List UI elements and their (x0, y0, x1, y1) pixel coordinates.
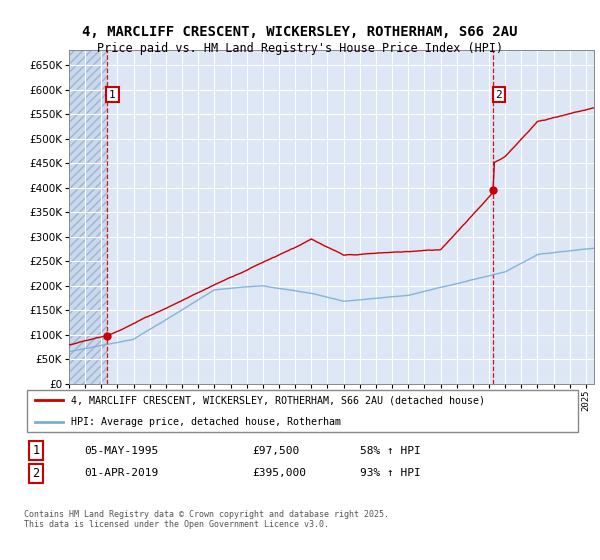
Text: 1: 1 (32, 444, 40, 458)
Text: 1: 1 (109, 90, 116, 100)
Text: 2: 2 (496, 90, 502, 100)
Text: 93% ↑ HPI: 93% ↑ HPI (360, 468, 421, 478)
Text: 01-APR-2019: 01-APR-2019 (84, 468, 158, 478)
Text: Price paid vs. HM Land Registry's House Price Index (HPI): Price paid vs. HM Land Registry's House … (97, 42, 503, 55)
Text: £97,500: £97,500 (252, 446, 299, 456)
Text: £395,000: £395,000 (252, 468, 306, 478)
Text: 4, MARCLIFF CRESCENT, WICKERSLEY, ROTHERHAM, S66 2AU: 4, MARCLIFF CRESCENT, WICKERSLEY, ROTHER… (82, 25, 518, 39)
Text: 4, MARCLIFF CRESCENT, WICKERSLEY, ROTHERHAM, S66 2AU (detached house): 4, MARCLIFF CRESCENT, WICKERSLEY, ROTHER… (71, 395, 485, 405)
Text: 2: 2 (32, 466, 40, 480)
Text: 05-MAY-1995: 05-MAY-1995 (84, 446, 158, 456)
Bar (69, 50, 107, 384)
Text: HPI: Average price, detached house, Rotherham: HPI: Average price, detached house, Roth… (71, 417, 341, 427)
Text: Contains HM Land Registry data © Crown copyright and database right 2025.
This d: Contains HM Land Registry data © Crown c… (24, 510, 389, 529)
FancyBboxPatch shape (27, 390, 578, 432)
Text: 58% ↑ HPI: 58% ↑ HPI (360, 446, 421, 456)
